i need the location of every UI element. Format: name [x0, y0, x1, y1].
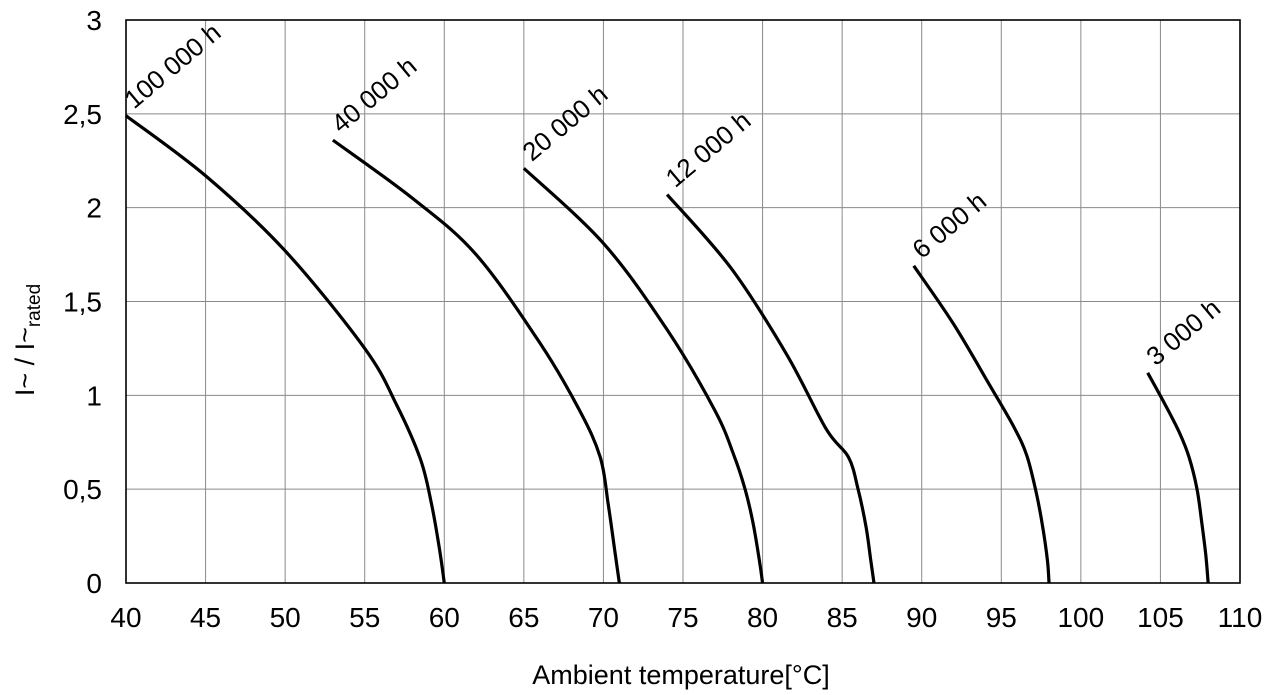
x-tick-label: 85 — [827, 602, 858, 633]
y-axis-title-main: I~ / I~ — [10, 327, 40, 396]
x-axis-title: Ambient temperature[°C] — [532, 660, 829, 690]
x-tick-label: 110 — [1218, 602, 1263, 633]
x-tick-label: 100 — [1057, 602, 1104, 633]
y-tick-label: 2 — [86, 193, 102, 224]
series-line-1 — [331, 138, 621, 584]
y-axis-title: I~ / I~rated — [10, 284, 45, 396]
series-label-1: 40 000 h — [325, 51, 422, 139]
series-label-5: 3 000 h — [1140, 293, 1226, 372]
x-tick-label: 80 — [747, 602, 778, 633]
x-tick-label: 55 — [349, 602, 380, 633]
series-label-3: 12 000 h — [660, 105, 757, 193]
series-group — [125, 114, 1210, 584]
series-line-0 — [125, 114, 446, 584]
y-tick-label: 0 — [86, 568, 102, 599]
y-tick-label: 2,5 — [63, 99, 102, 130]
x-tick-label: 95 — [986, 602, 1017, 633]
series-line-4 — [912, 264, 1051, 584]
series-label-2: 20 000 h — [516, 79, 613, 167]
series-line-3 — [665, 193, 876, 584]
series-line-2 — [522, 167, 765, 584]
x-tick-label: 60 — [429, 602, 460, 633]
x-axis-ticks: 40 45 50 55 60 65 70 75 80 85 90 95 100 105 110 — [110, 602, 1262, 633]
x-tick-label: 105 — [1137, 602, 1184, 633]
plot-area-border — [125, 19, 1241, 584]
y-axis-title-sub: rated — [24, 284, 45, 327]
y-tick-label: 3 — [86, 5, 102, 36]
x-tick-label: 40 — [110, 602, 141, 633]
y-axis-ticks: 0 0,5 1 1,5 2 2,5 3 — [63, 5, 102, 599]
series-label-0: 100 000 h — [119, 17, 227, 114]
y-tick-label: 1,5 — [63, 287, 102, 318]
y-tick-label: 1 — [86, 380, 102, 411]
y-tick-label: 0,5 — [63, 474, 102, 505]
x-tick-label: 50 — [270, 602, 301, 633]
grid — [125, 19, 1241, 584]
x-tick-label: 45 — [190, 602, 221, 633]
series-label-4: 6 000 h — [906, 186, 992, 265]
x-tick-label: 75 — [667, 602, 698, 633]
x-tick-label: 65 — [508, 602, 539, 633]
x-tick-label: 90 — [906, 602, 937, 633]
x-tick-label: 70 — [588, 602, 619, 633]
series-line-5 — [1146, 372, 1210, 584]
plot-frame — [125, 19, 1241, 584]
